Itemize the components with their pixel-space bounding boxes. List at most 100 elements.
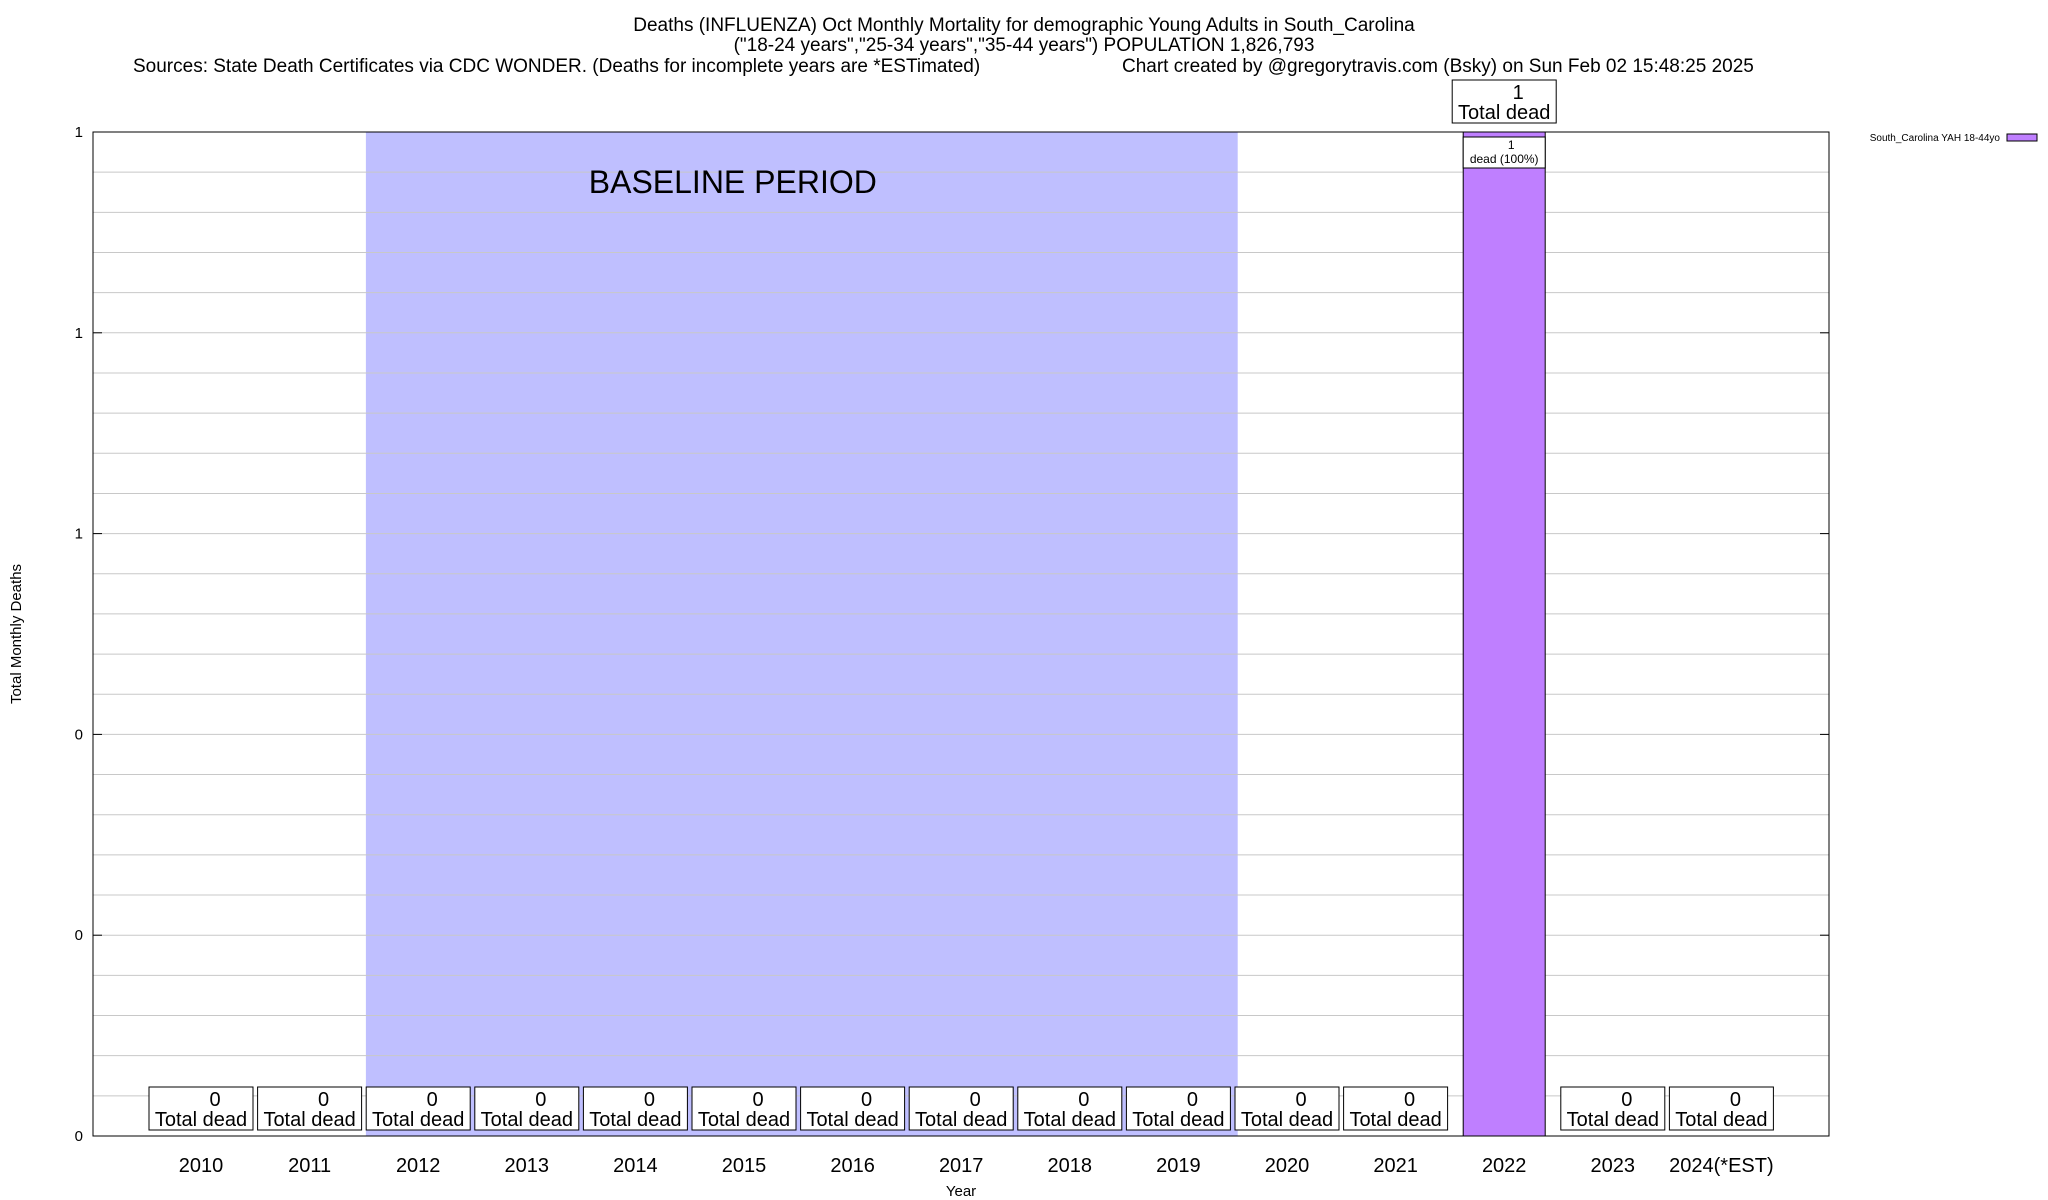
- total-label-box: [1125, 1086, 1231, 1131]
- total-label-value: 0: [1621, 1089, 1632, 1111]
- total-label-value: 0: [535, 1089, 546, 1111]
- bars: [197, 131, 1725, 1137]
- y-axis-ticks: 0 0 0 1 1 1: [75, 124, 1829, 1145]
- total-label-caption: Total dead: [155, 1109, 247, 1131]
- total-label-box: [1560, 1086, 1666, 1131]
- x-tick-label: 2017: [939, 1155, 984, 1177]
- chart-subtitle: ("18-24 years","25-34 years","35-44 year…: [734, 35, 1315, 56]
- total-label-caption: Total dead: [698, 1109, 790, 1131]
- total-label-value: 0: [1404, 1089, 1415, 1111]
- total-label-value: 0: [209, 1089, 220, 1111]
- x-tick-label: 2020: [1265, 1155, 1310, 1177]
- total-label-box: [691, 1086, 797, 1131]
- total-label-value: 0: [1078, 1089, 1089, 1111]
- total-label-value: 0: [1730, 1089, 1741, 1111]
- total-label-box: [148, 1086, 254, 1131]
- x-tick-label: 2023: [1591, 1155, 1636, 1177]
- total-label-caption: Total dead: [481, 1109, 573, 1131]
- total-label-value: 0: [644, 1089, 655, 1111]
- total-label-caption: Total dead: [1675, 1109, 1767, 1131]
- total-label-box: [1343, 1086, 1449, 1131]
- total-label-value: 0: [752, 1089, 763, 1111]
- y-tick-label: 0: [75, 726, 83, 743]
- total-label-value: 0: [427, 1089, 438, 1111]
- x-tick-label: 2024(*EST): [1669, 1155, 1774, 1177]
- x-tick-label: 2019: [1156, 1155, 1201, 1177]
- legend-label: South_Carolina YAH 18-44yo: [1870, 133, 2001, 144]
- bar: [1462, 131, 1546, 1137]
- total-label-caption: Total dead: [372, 1109, 464, 1131]
- segment-label-box: [1462, 136, 1546, 169]
- total-label-caption: Total dead: [1241, 1109, 1333, 1131]
- y-tick-label: 0: [75, 1128, 83, 1145]
- y-tick-label: 0: [75, 927, 83, 944]
- x-tick-label: 2016: [830, 1155, 875, 1177]
- y-tick-label: 1: [75, 526, 83, 543]
- chart-sources: Sources: State Death Certificates via CD…: [133, 56, 980, 77]
- baseline-period-label: BASELINE PERIOD: [589, 164, 877, 200]
- total-label-box: [1451, 79, 1557, 124]
- x-tick-label: 2012: [396, 1155, 441, 1177]
- chart-credit: Chart created by @gregorytravis.com (Bsk…: [1122, 56, 1754, 77]
- segment-label-caption: dead (100%): [1470, 152, 1539, 166]
- x-axis-ticks: 2010 2011 2012 2013 2014 2015 2016 2017 2018 2019…: [179, 1155, 1774, 1177]
- total-label-caption: Total dead: [589, 1109, 681, 1131]
- total-label-box: [474, 1086, 580, 1131]
- x-tick-label: 2014: [613, 1155, 658, 1177]
- total-label-box: [257, 1086, 363, 1131]
- total-label-caption: Total dead: [263, 1109, 355, 1131]
- x-tick-label: 2015: [722, 1155, 767, 1177]
- y-tick-label: 1: [75, 124, 83, 141]
- x-tick-label: 2018: [1048, 1155, 1093, 1177]
- total-label-value: 0: [1187, 1089, 1198, 1111]
- total-label-caption: Total dead: [806, 1109, 898, 1131]
- legend-swatch: [2006, 133, 2038, 142]
- total-label-caption: Total dead: [1024, 1109, 1116, 1131]
- total-label-value: 0: [318, 1089, 329, 1111]
- y-axis-label: Total Monthly Deaths: [8, 564, 25, 704]
- total-label-box: [800, 1086, 906, 1131]
- x-tick-label: 2013: [505, 1155, 550, 1177]
- x-tick-label: 2021: [1373, 1155, 1418, 1177]
- segment-label-count: 1: [1508, 138, 1515, 152]
- x-axis-label: Year: [946, 1183, 976, 1200]
- total-label-caption: Total dead: [1458, 102, 1550, 124]
- total-label-caption: Total dead: [1132, 1109, 1224, 1131]
- total-label-box: [1668, 1086, 1774, 1131]
- total-label-box: [1234, 1086, 1340, 1131]
- total-label-value: 0: [970, 1089, 981, 1111]
- total-label-value: 1: [1513, 82, 1524, 104]
- baseline-period-shading: [365, 132, 1238, 1136]
- chart-title: Deaths (INFLUENZA) Oct Monthly Mortality…: [633, 15, 1415, 36]
- x-tick-label: 2010: [179, 1155, 224, 1177]
- total-label-box: [908, 1086, 1014, 1131]
- total-label-caption: Total dead: [1349, 1109, 1441, 1131]
- total-label-box: [1017, 1086, 1123, 1131]
- total-label-value: 0: [861, 1089, 872, 1111]
- total-label-box: [582, 1086, 688, 1131]
- y-tick-label: 1: [75, 325, 83, 342]
- total-label-box: [365, 1086, 471, 1131]
- x-tick-label: 2022: [1482, 1155, 1527, 1177]
- x-tick-label: 2011: [288, 1155, 331, 1177]
- total-label-caption: Total dead: [1567, 1109, 1659, 1131]
